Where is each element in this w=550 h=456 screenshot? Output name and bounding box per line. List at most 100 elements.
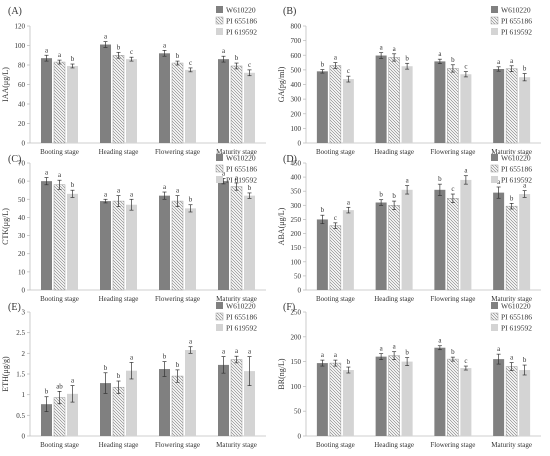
legend-label: W610220 xyxy=(501,302,531,311)
y-tick-label: 400 xyxy=(291,81,302,89)
bar xyxy=(493,68,505,143)
bar xyxy=(434,189,446,290)
significance-letter: b xyxy=(379,191,383,199)
y-tick-label: 0 xyxy=(22,433,26,441)
y-tick-label: 2 xyxy=(22,350,26,358)
significance-letter: a xyxy=(163,183,167,191)
significance-letter: b xyxy=(405,54,409,62)
bar xyxy=(53,61,66,144)
bar xyxy=(67,193,78,290)
bar xyxy=(185,208,196,290)
legend-swatch xyxy=(215,164,224,173)
significance-letter: b xyxy=(117,372,121,380)
x-tick-label: Maturity stage xyxy=(216,295,257,303)
bar xyxy=(67,393,78,436)
y-tick-label: 450 xyxy=(291,160,302,168)
legend-label: PI 655186 xyxy=(501,17,532,26)
significance-letter: c xyxy=(347,67,350,75)
y-tick-label: 100 xyxy=(15,42,26,50)
y-tick-label: 150 xyxy=(291,244,302,252)
significance-letter: b xyxy=(189,196,193,204)
y-tick-label: 200 xyxy=(291,230,302,238)
y-tick-label: 500 xyxy=(291,66,302,74)
bar xyxy=(401,66,413,143)
y-tick-label: 200 xyxy=(291,333,302,341)
bar xyxy=(505,68,518,144)
significance-letter: b xyxy=(235,54,239,62)
y-tick-label: 0 xyxy=(298,140,302,148)
y-tick-label: 700 xyxy=(291,37,302,45)
bar xyxy=(375,55,387,144)
significance-letter: a xyxy=(347,198,351,206)
significance-letter: a xyxy=(222,169,226,177)
bar xyxy=(493,192,505,290)
significance-letter: a xyxy=(130,190,134,198)
x-tick-label: Flowering stage xyxy=(430,441,475,449)
x-tick-label: Maturity stage xyxy=(216,441,257,449)
significance-letter: a xyxy=(176,187,180,195)
significance-letter: a xyxy=(497,345,501,353)
y-tick-label: 300 xyxy=(291,96,302,104)
significance-letter: b xyxy=(71,55,75,63)
significance-letter: a xyxy=(189,338,193,346)
significance-letter: b xyxy=(510,194,514,202)
bar xyxy=(185,69,196,143)
bar xyxy=(401,189,413,290)
significance-letter: a xyxy=(510,354,514,362)
y-axis-label: ABA(μg/L) xyxy=(277,207,286,245)
bar xyxy=(447,358,459,437)
x-tick-label: Flowering stage xyxy=(155,295,200,303)
legend-swatch xyxy=(216,176,223,183)
x-tick-label: Heading stage xyxy=(374,148,414,156)
significance-letter: a xyxy=(334,54,338,62)
panel-label: (A) xyxy=(8,6,22,17)
y-tick-label: 250 xyxy=(291,309,302,317)
significance-letter: b xyxy=(71,181,75,189)
significance-letter: a xyxy=(58,51,62,59)
significance-letter: c xyxy=(130,48,133,56)
legend-label: PI 619592 xyxy=(226,176,257,185)
significance-letter: b xyxy=(347,358,351,366)
bar xyxy=(171,200,184,291)
x-tick-label: Booting stage xyxy=(316,148,355,156)
significance-letter: a xyxy=(464,167,468,175)
significance-letter: a xyxy=(104,33,108,41)
significance-letter: c xyxy=(464,63,467,71)
panel-label: (E) xyxy=(8,302,21,313)
bar xyxy=(388,57,400,144)
significance-letter: a xyxy=(248,348,252,356)
significance-letter: b xyxy=(117,43,121,51)
significance-letter: a xyxy=(523,182,527,190)
y-tick-label: 100 xyxy=(291,383,302,391)
legend-label: PI 619592 xyxy=(226,28,257,37)
significance-letter: b xyxy=(392,192,396,200)
bar xyxy=(316,71,328,143)
bar xyxy=(126,204,137,290)
significance-letter: a xyxy=(163,41,167,49)
bar xyxy=(41,181,52,290)
y-axis-label: BR(ng/L) xyxy=(277,358,286,389)
bar xyxy=(447,68,459,144)
y-tick-label: 350 xyxy=(291,188,302,196)
y-tick-label: 250 xyxy=(291,216,302,224)
significance-letter: c xyxy=(189,59,192,67)
x-tick-label: Maturity stage xyxy=(491,295,532,303)
significance-letter: a xyxy=(438,337,442,345)
panel-label: (B) xyxy=(283,6,296,17)
bar xyxy=(112,200,125,291)
x-tick-label: Maturity stage xyxy=(491,441,532,449)
legend-swatch xyxy=(490,312,499,321)
bar xyxy=(316,363,328,436)
y-tick-label: 20 xyxy=(18,120,26,128)
x-tick-label: Booting stage xyxy=(316,295,355,303)
bar xyxy=(230,359,243,437)
significance-letter: b xyxy=(438,175,442,183)
bar xyxy=(434,61,446,143)
bar xyxy=(460,74,472,143)
legend-label: PI 655186 xyxy=(226,17,257,26)
y-axis-label: ETH(μg/g) xyxy=(1,356,10,392)
y-tick-label: 100 xyxy=(291,258,302,266)
significance-letter: a xyxy=(393,343,397,351)
legend-label: W610220 xyxy=(226,6,256,15)
bar xyxy=(53,184,66,291)
